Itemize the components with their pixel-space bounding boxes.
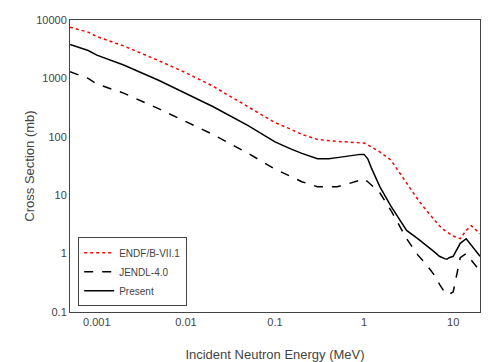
svg-text:1: 1 — [361, 316, 367, 328]
svg-text:0.1: 0.1 — [267, 316, 282, 328]
svg-text:Cross Section (mb): Cross Section (mb) — [22, 110, 37, 221]
svg-text:0.01: 0.01 — [175, 316, 196, 328]
svg-text:1: 1 — [61, 247, 67, 259]
svg-text:100: 100 — [48, 131, 66, 143]
svg-text:ENDF/B-VII.1: ENDF/B-VII.1 — [119, 248, 180, 259]
svg-text:10: 10 — [55, 189, 67, 201]
svg-text:0.1: 0.1 — [52, 306, 67, 318]
svg-text:1000: 1000 — [42, 72, 66, 84]
svg-text:10: 10 — [447, 316, 459, 328]
svg-text:0.001: 0.001 — [83, 316, 111, 328]
svg-text:10000: 10000 — [36, 14, 67, 26]
svg-text:Incident Neutron Energy (MeV): Incident Neutron Energy (MeV) — [185, 347, 364, 362]
svg-text:JENDL-4.0: JENDL-4.0 — [119, 267, 168, 278]
svg-text:Present: Present — [119, 286, 154, 297]
